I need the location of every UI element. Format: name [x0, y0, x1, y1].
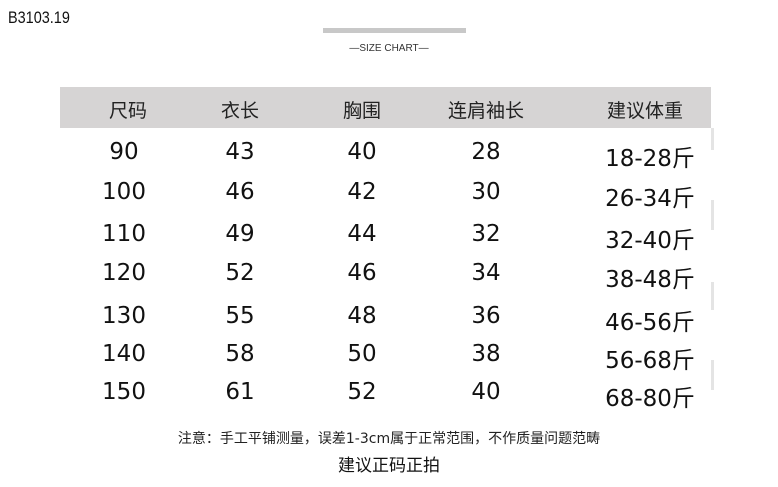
table-row: 130 55 48 36 46-56斤	[0, 303, 778, 337]
decorative-bar	[323, 28, 466, 33]
table-cell: 38-48斤	[605, 267, 695, 293]
column-header: 胸围	[342, 100, 381, 122]
column-header: 建议体重	[606, 100, 683, 122]
table-header	[60, 87, 711, 128]
table-cell: 40	[471, 379, 501, 405]
table-cell: 52	[347, 379, 377, 405]
table-row: 150 61 52 40 68-80斤	[0, 379, 778, 413]
table-cell: 50	[347, 341, 377, 367]
table-cell: 46-56斤	[605, 310, 695, 336]
table-row: 100 46 42 30 26-34斤	[0, 179, 778, 213]
table-cell: 49	[225, 221, 255, 247]
table-cell: 26-34斤	[605, 186, 695, 212]
table-cell: 100	[102, 179, 146, 205]
table-cell: 18-28斤	[605, 146, 695, 172]
table-cell: 110	[102, 221, 146, 247]
table-cell: 34	[471, 260, 501, 286]
measurement-note: 注意：手工平铺测量，误差1-3cm属于正常范围，不作质量问题范畴	[177, 431, 601, 447]
table-row: 110 49 44 32 32-40斤	[0, 221, 778, 255]
table-cell: 42	[347, 179, 377, 205]
table-cell: 48	[347, 303, 377, 329]
column-header: 尺码	[108, 100, 147, 122]
table-row: 120 52 46 34 38-48斤	[0, 260, 778, 294]
size-chart-title: —SIZE CHART—	[349, 43, 429, 54]
table-cell: 44	[347, 221, 377, 247]
table-cell: 61	[225, 379, 255, 405]
table-cell: 140	[102, 341, 146, 367]
table-cell: 130	[102, 303, 146, 329]
table-cell: 43	[225, 139, 255, 165]
column-header: 连肩袖长	[447, 100, 524, 122]
table-row: 140 58 50 38 56-68斤	[0, 341, 778, 375]
table-cell: 55	[225, 303, 255, 329]
table-cell: 32	[471, 221, 501, 247]
table-cell: 36	[471, 303, 501, 329]
size-recommendation: 建议正码正拍	[338, 456, 440, 476]
table-cell: 46	[225, 179, 255, 205]
table-cell: 32-40斤	[605, 228, 695, 254]
table-cell: 46	[347, 260, 377, 286]
table-cell: 38	[471, 341, 501, 367]
table-cell: 52	[225, 260, 255, 286]
column-header: 衣长	[220, 100, 259, 122]
table-cell: 58	[225, 341, 255, 367]
table-cell: 90	[109, 139, 139, 165]
table-cell: 120	[102, 260, 146, 286]
table-cell: 28	[471, 139, 501, 165]
table-cell: 150	[102, 379, 146, 405]
table-cell: 30	[471, 179, 501, 205]
product-code: B3103.19	[8, 8, 70, 27]
table-cell: 68-80斤	[605, 386, 695, 412]
table-cell: 56-68斤	[605, 348, 695, 374]
table-cell: 40	[347, 139, 377, 165]
table-row: 90 43 40 28 18-28斤	[0, 139, 778, 173]
